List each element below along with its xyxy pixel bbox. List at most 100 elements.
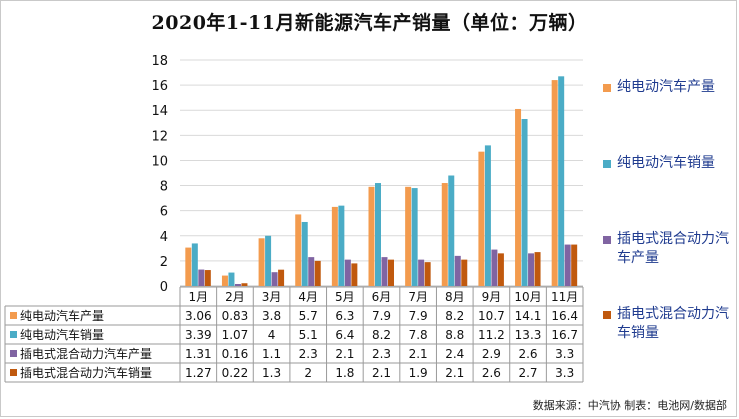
table-row-label: 纯电动汽车产量 <box>20 308 104 323</box>
y-tick-label: 6 <box>160 205 168 220</box>
x-tick-label: 1月 <box>188 290 208 304</box>
data-label: 7.8 <box>409 328 428 342</box>
data-label: 1.3 <box>262 366 281 380</box>
bar <box>571 244 578 286</box>
data-label: 7.9 <box>409 309 428 323</box>
legend-item-4[interactable]: 插电式混合动力汽车销量 <box>603 305 739 343</box>
legend-label-4: 插电式混合动力汽车销量 <box>617 306 729 341</box>
data-label: 2.1 <box>372 366 391 380</box>
data-label: 2.1 <box>445 366 464 380</box>
data-label: 8.8 <box>445 328 464 342</box>
x-tick-label: 8月 <box>445 290 465 304</box>
data-label: 2.9 <box>482 347 501 361</box>
bar <box>484 145 491 286</box>
bar <box>448 175 455 286</box>
bar <box>344 259 351 286</box>
y-tick-label: 16 <box>151 79 168 94</box>
bar <box>564 244 571 286</box>
data-label: 2.3 <box>372 347 391 361</box>
data-label: 7.9 <box>372 309 391 323</box>
table-row-swatch <box>10 369 17 376</box>
data-label: 1.9 <box>409 366 428 380</box>
bar <box>228 272 235 286</box>
bar <box>424 262 431 286</box>
bar <box>185 247 192 286</box>
data-label: 8.2 <box>372 328 391 342</box>
x-tick-label: 3月 <box>262 290 282 304</box>
table-row-label: 插电式混合动力汽车产量 <box>20 346 152 361</box>
source-note: 数据来源：中汽协 制表：电池网/数据部 <box>532 399 727 412</box>
bar <box>375 183 381 286</box>
data-label: 13.3 <box>515 328 542 342</box>
table-row-label: 纯电动汽车销量 <box>20 327 104 342</box>
data-label: 2.6 <box>518 347 537 361</box>
y-tick-label: 18 <box>151 54 168 69</box>
data-label: 11.2 <box>478 328 505 342</box>
bar <box>351 263 358 286</box>
bar <box>411 188 418 286</box>
bars <box>185 76 578 286</box>
bar <box>441 183 448 286</box>
bar <box>528 253 535 286</box>
y-tick-label: 10 <box>151 154 168 169</box>
data-label: 2 <box>304 366 312 380</box>
data-label: 5.1 <box>299 328 318 342</box>
bar <box>331 206 338 286</box>
bar <box>454 255 461 286</box>
data-label: 6.4 <box>335 328 354 342</box>
data-label: 1.31 <box>185 347 212 361</box>
bar <box>368 186 375 286</box>
bar <box>515 108 522 286</box>
bar <box>271 272 278 286</box>
bar <box>461 259 468 286</box>
data-label: 1.8 <box>335 366 354 380</box>
y-tick-label: 12 <box>151 129 168 144</box>
data-label: 2.6 <box>482 366 501 380</box>
legend-item-1[interactable]: 纯电动汽车产量 <box>603 78 739 97</box>
bar <box>204 270 211 286</box>
bar <box>558 76 565 286</box>
data-label: 3.8 <box>262 309 281 323</box>
bar <box>198 269 205 286</box>
bar <box>418 259 425 286</box>
bar <box>497 253 504 286</box>
legend-swatch-1 <box>603 84 611 92</box>
bar <box>338 205 345 286</box>
bar <box>551 80 558 286</box>
bar <box>234 283 241 286</box>
legend-label-2: 纯电动汽车销量 <box>617 155 715 171</box>
bar <box>314 260 321 286</box>
bar <box>308 257 315 286</box>
data-label: 0.16 <box>222 347 249 361</box>
data-label: 16.4 <box>551 309 578 323</box>
y-tick-label: 4 <box>160 230 168 245</box>
table-row-swatch <box>10 350 17 357</box>
bar <box>521 119 528 286</box>
bar <box>381 257 388 286</box>
y-tick-label: 14 <box>151 104 168 119</box>
legend-item-2[interactable]: 纯电动汽车销量 <box>603 154 739 173</box>
x-tick-label: 6月 <box>372 290 392 304</box>
x-tick-label: 2月 <box>225 290 245 304</box>
legend-item-3[interactable]: 插电式混合动力汽车产量 <box>603 230 739 268</box>
legend-swatch-4 <box>603 311 611 319</box>
y-tick-label: 0 <box>160 280 168 295</box>
data-label: 3.06 <box>185 309 212 323</box>
data-label: 5.7 <box>299 309 318 323</box>
data-label: 0.83 <box>222 309 249 323</box>
data-label: 1.07 <box>222 328 249 342</box>
x-tick-label: 11月 <box>551 290 578 304</box>
bar <box>191 243 198 286</box>
data-label: 2.3 <box>299 347 318 361</box>
bar <box>278 269 285 286</box>
y-tick-label: 2 <box>160 255 168 270</box>
data-label: 3.3 <box>555 347 574 361</box>
bar <box>491 249 498 286</box>
data-label: 2.4 <box>445 347 464 361</box>
y-axis-ticks: 0 2 4 6 8 10 12 14 16 18 <box>151 54 168 295</box>
bar <box>534 252 541 286</box>
y-tick-label: 8 <box>160 180 168 195</box>
